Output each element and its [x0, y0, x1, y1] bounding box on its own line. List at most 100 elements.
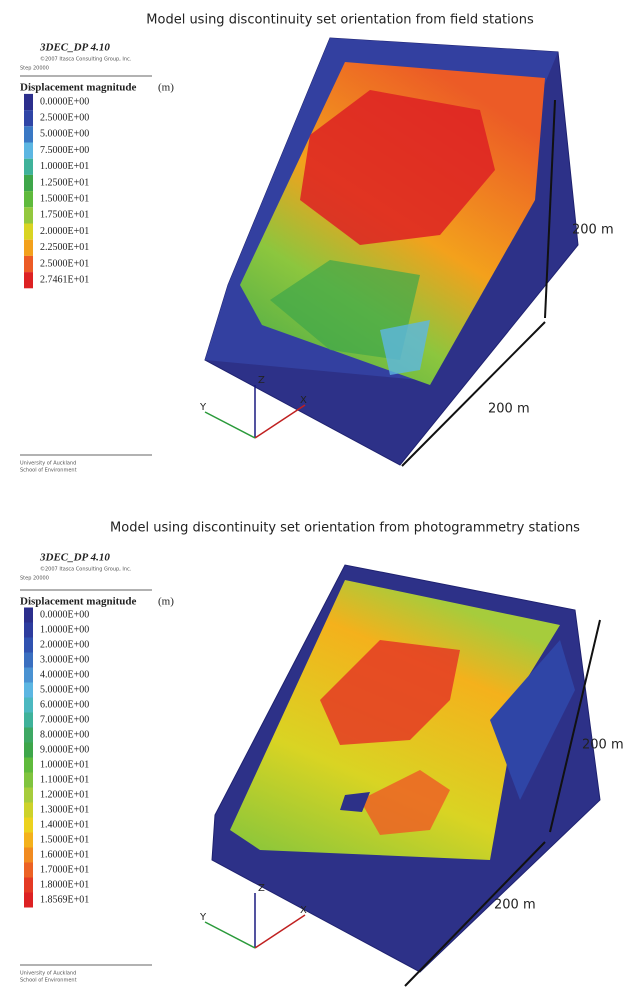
dimension-line [544, 99, 556, 319]
model-render: 200 m 200 m Z Y X [199, 564, 624, 987]
legend-label: 1.5000E+01 [40, 834, 89, 845]
legend-label: 1.6000E+01 [40, 849, 89, 860]
footer-line: University of Auckland [20, 971, 76, 977]
legend-swatch [24, 787, 33, 803]
legend-label: 2.5000E+00 [40, 112, 89, 123]
legend-swatch [24, 682, 33, 698]
legend-title: Displacement magnitude [20, 596, 137, 608]
surface-core [320, 640, 460, 745]
copyright: ©2007 Itasca Consulting Group, Inc. [40, 566, 132, 573]
legend-label: 1.5000E+01 [40, 193, 89, 204]
legend-label: 5.0000E+00 [40, 129, 89, 140]
legend-label: 7.5000E+00 [40, 145, 89, 156]
legend-swatch [24, 697, 33, 713]
axis-label: Z [258, 375, 265, 386]
legend-swatch [24, 637, 33, 653]
surface-patch [490, 640, 575, 800]
legend-label: 2.5000E+01 [40, 258, 89, 269]
dimension-line [401, 321, 546, 467]
legend-swatch [24, 847, 33, 863]
legend-unit: (m) [158, 82, 174, 94]
legend-swatch [24, 607, 33, 623]
panel-title: Model using discontinuity set orientatio… [146, 13, 534, 28]
logo: 3DEC_DP 4.10 [39, 42, 110, 54]
axis-label: X [300, 905, 307, 916]
step: Step 20000 [20, 66, 49, 72]
legend-label: 5.0000E+00 [40, 684, 89, 695]
legend-label: 2.0000E+00 [40, 639, 89, 650]
legend-label: 1.2500E+01 [40, 177, 89, 188]
axis-x [254, 914, 306, 949]
panel-2: Model using discontinuity set orientatio… [20, 521, 624, 987]
axis-label: X [300, 395, 307, 406]
footer-line: School of Environment [20, 468, 77, 474]
axis-label: Y [199, 402, 207, 413]
legend-swatch [24, 862, 33, 878]
legend-label: 7.0000E+00 [40, 714, 89, 725]
legend-title: Displacement magnitude [20, 82, 137, 94]
legend: 0.0000E+00 2.5000E+00 5.0000E+00 7.5000E+00… [24, 93, 89, 289]
legend-label: 1.7000E+01 [40, 864, 89, 875]
legend-swatch [24, 255, 33, 273]
axis-label: Y [199, 912, 207, 923]
legend-label: 3.0000E+00 [40, 654, 89, 665]
legend-unit: (m) [158, 596, 174, 608]
dimension-line [549, 619, 601, 833]
dimension-label: 200 m [488, 402, 530, 417]
legend-label: 1.0000E+00 [40, 624, 89, 635]
legend-label: 1.2000E+01 [40, 789, 89, 800]
legend-swatch [24, 207, 33, 224]
legend-label: 2.7461E+01 [40, 274, 89, 285]
legend-label: 9.0000E+00 [40, 744, 89, 755]
legend-swatch [24, 272, 33, 289]
legend-swatch [24, 892, 33, 908]
legend-swatch [24, 742, 33, 758]
legend-swatch [24, 126, 33, 143]
legend-swatch [24, 802, 33, 818]
panel-1: Model using discontinuity set orientatio… [20, 13, 614, 474]
legend-label: 2.2500E+01 [40, 242, 89, 253]
legend-label: 1.3000E+01 [40, 804, 89, 815]
legend-swatch [24, 239, 33, 256]
legend-swatch [24, 712, 33, 728]
legend-swatch [24, 158, 33, 175]
legend-label: 4.0000E+00 [40, 669, 89, 680]
surface-patch [380, 320, 430, 375]
dimension-label: 200 m [582, 738, 624, 753]
legend-swatch [24, 667, 33, 683]
legend-label: 8.0000E+00 [40, 729, 89, 740]
legend-label: 0.0000E+00 [40, 609, 89, 620]
surface-core [300, 90, 495, 245]
footer-line: University of Auckland [20, 461, 76, 467]
legend-swatch [24, 174, 33, 192]
axis-y [204, 411, 256, 439]
legend-swatch [24, 817, 33, 833]
legend-swatch [24, 757, 33, 773]
panel-title: Model using discontinuity set orientatio… [110, 521, 580, 536]
model-render: 200 m 200 m Z Y X [199, 37, 614, 467]
legend-swatch [24, 622, 33, 638]
legend-label: 1.0000E+01 [40, 161, 89, 172]
footer-line: School of Environment [20, 978, 77, 984]
legend-label: 1.8569E+01 [40, 894, 89, 905]
step: Step 20000 [20, 576, 49, 582]
logo: 3DEC_DP 4.10 [39, 552, 110, 564]
dimension-label: 200 m [572, 223, 614, 238]
legend-swatch [24, 142, 33, 159]
legend-swatch [24, 652, 33, 668]
legend-label: 0.0000E+00 [40, 96, 89, 107]
legend-label: 1.1000E+01 [40, 774, 89, 785]
legend-swatch [24, 223, 33, 240]
surface-patch [340, 792, 370, 812]
legend-label: 1.8000E+01 [40, 879, 89, 890]
dimension-line [404, 841, 546, 987]
legend-label: 1.0000E+01 [40, 759, 89, 770]
legend-swatch [24, 191, 33, 208]
legend-swatch [24, 877, 33, 893]
axis-y [204, 921, 256, 949]
legend-swatch [24, 110, 33, 127]
legend: 0.0000E+00 1.0000E+00 2.0000E+00 3.0000E+00… [24, 607, 89, 908]
legend-label: 1.7500E+01 [40, 210, 89, 221]
legend-label: 1.4000E+01 [40, 819, 89, 830]
